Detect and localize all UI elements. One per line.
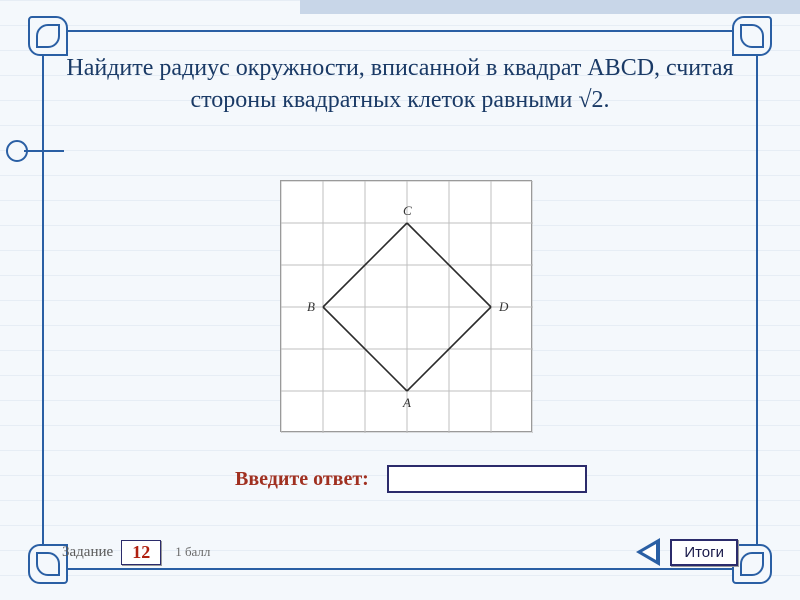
footer-bar: Задание 12 1 балл Итоги xyxy=(62,536,738,568)
svg-text:C: C xyxy=(403,203,412,218)
geometry-figure: A B C D xyxy=(280,180,532,432)
prev-icon[interactable] xyxy=(636,538,660,566)
answer-input[interactable] xyxy=(387,465,587,493)
answer-row: Введите ответ: xyxy=(235,465,587,493)
svg-text:B: B xyxy=(307,299,315,314)
question-text: Найдите радиус окружности, вписанной в к… xyxy=(62,52,738,117)
svg-text:D: D xyxy=(498,299,509,314)
results-button[interactable]: Итоги xyxy=(670,539,738,566)
corner-decor xyxy=(28,16,68,56)
corner-decor xyxy=(732,16,772,56)
header-strip xyxy=(300,0,800,14)
answer-label: Введите ответ: xyxy=(235,468,369,491)
svg-text:A: A xyxy=(402,395,411,410)
corner-decor xyxy=(732,544,772,584)
task-label: Задание xyxy=(62,544,113,561)
task-number: 12 xyxy=(121,540,161,565)
points-label: 1 балл xyxy=(175,544,210,560)
side-decor xyxy=(6,140,64,162)
